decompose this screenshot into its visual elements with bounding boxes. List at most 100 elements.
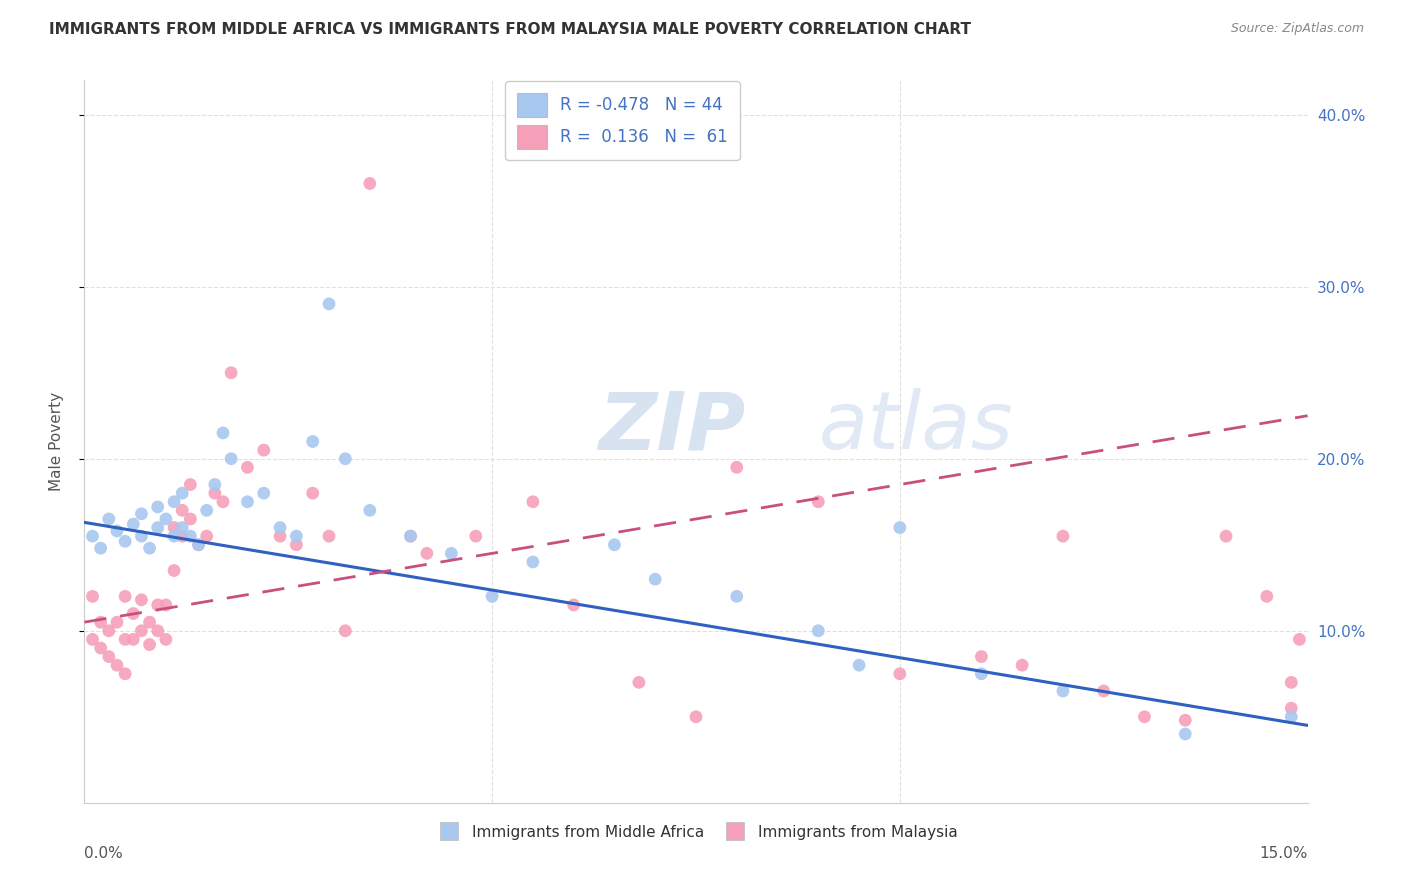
- Point: [399, 529, 422, 543]
- Point: [155, 632, 177, 647]
- Point: [122, 632, 145, 647]
- Point: [1279, 701, 1302, 715]
- Point: [155, 598, 177, 612]
- Point: [90, 541, 112, 556]
- Point: [97, 649, 120, 664]
- Legend: Immigrants from Middle Africa, Immigrants from Malaysia: Immigrants from Middle Africa, Immigrant…: [427, 819, 965, 846]
- Point: [1011, 658, 1033, 673]
- Point: [146, 598, 169, 612]
- Point: [219, 451, 242, 466]
- Point: [603, 538, 626, 552]
- Point: [318, 297, 340, 311]
- Point: [889, 666, 911, 681]
- Point: [131, 592, 153, 607]
- Point: [105, 524, 128, 538]
- Point: [335, 451, 357, 466]
- Point: [236, 494, 259, 508]
- Point: [172, 520, 194, 534]
- Point: [1288, 632, 1310, 647]
- Point: [138, 638, 160, 652]
- Point: [416, 546, 439, 560]
- Point: [464, 529, 486, 543]
- Point: [725, 460, 748, 475]
- Point: [163, 520, 186, 534]
- Text: Source: ZipAtlas.com: Source: ZipAtlas.com: [1230, 22, 1364, 36]
- Point: [685, 710, 707, 724]
- Point: [204, 486, 226, 500]
- Point: [725, 590, 748, 604]
- Point: [131, 507, 153, 521]
- Point: [644, 572, 666, 586]
- Point: [172, 529, 194, 543]
- Point: [219, 366, 242, 380]
- Point: [481, 590, 503, 604]
- Point: [138, 615, 160, 630]
- Point: [335, 624, 357, 638]
- Point: [172, 486, 194, 500]
- Point: [90, 615, 112, 630]
- Point: [179, 529, 201, 543]
- Point: [114, 590, 136, 604]
- Point: [122, 607, 145, 621]
- Point: [807, 624, 830, 638]
- Point: [212, 494, 235, 508]
- Point: [97, 624, 120, 638]
- Point: [1052, 684, 1074, 698]
- Point: [187, 538, 209, 552]
- Point: [359, 177, 381, 191]
- Point: [285, 538, 308, 552]
- Point: [807, 494, 830, 508]
- Point: [179, 512, 201, 526]
- Point: [105, 658, 128, 673]
- Point: [172, 503, 194, 517]
- Point: [889, 520, 911, 534]
- Point: [318, 529, 340, 543]
- Point: [562, 598, 585, 612]
- Point: [82, 632, 104, 647]
- Point: [82, 590, 104, 604]
- Point: [179, 477, 201, 491]
- Point: [399, 529, 422, 543]
- Y-axis label: Male Poverty: Male Poverty: [49, 392, 63, 491]
- Text: 15.0%: 15.0%: [1260, 847, 1308, 861]
- Point: [195, 529, 218, 543]
- Point: [138, 541, 160, 556]
- Point: [105, 615, 128, 630]
- Point: [1174, 727, 1197, 741]
- Point: [285, 529, 308, 543]
- Point: [90, 640, 112, 655]
- Point: [1174, 713, 1197, 727]
- Point: [253, 486, 276, 500]
- Point: [163, 529, 186, 543]
- Point: [1092, 684, 1115, 698]
- Point: [253, 443, 276, 458]
- Text: ZIP: ZIP: [598, 388, 745, 467]
- Point: [848, 658, 870, 673]
- Point: [146, 520, 169, 534]
- Text: IMMIGRANTS FROM MIDDLE AFRICA VS IMMIGRANTS FROM MALAYSIA MALE POVERTY CORRELATI: IMMIGRANTS FROM MIDDLE AFRICA VS IMMIGRA…: [49, 22, 972, 37]
- Point: [440, 546, 463, 560]
- Point: [522, 555, 544, 569]
- Point: [97, 512, 120, 526]
- Point: [522, 494, 544, 508]
- Point: [131, 529, 153, 543]
- Point: [236, 460, 259, 475]
- Point: [1052, 529, 1074, 543]
- Point: [301, 434, 323, 449]
- Point: [359, 503, 381, 517]
- Point: [187, 538, 209, 552]
- Point: [1133, 710, 1156, 724]
- Point: [1279, 710, 1302, 724]
- Point: [163, 494, 186, 508]
- Text: atlas: atlas: [818, 388, 1014, 467]
- Point: [131, 624, 153, 638]
- Text: 0.0%: 0.0%: [84, 847, 124, 861]
- Point: [195, 503, 218, 517]
- Point: [114, 632, 136, 647]
- Point: [122, 517, 145, 532]
- Point: [146, 624, 169, 638]
- Point: [114, 534, 136, 549]
- Point: [1256, 590, 1278, 604]
- Point: [1215, 529, 1237, 543]
- Point: [114, 666, 136, 681]
